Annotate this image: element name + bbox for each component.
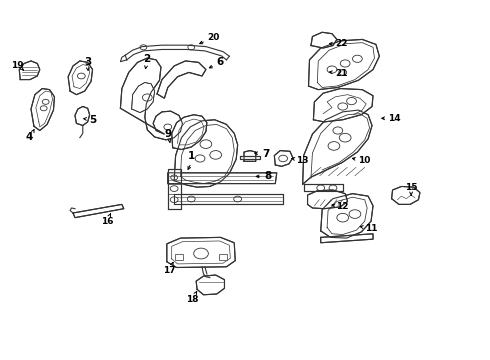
Polygon shape	[309, 40, 379, 90]
Polygon shape	[308, 190, 347, 209]
Polygon shape	[31, 89, 54, 131]
Polygon shape	[172, 115, 207, 149]
Polygon shape	[314, 89, 373, 122]
Text: 11: 11	[365, 224, 377, 233]
Polygon shape	[304, 184, 343, 192]
Bar	[175, 254, 183, 260]
Text: 12: 12	[337, 202, 349, 211]
Polygon shape	[303, 110, 372, 184]
Text: 14: 14	[388, 114, 400, 123]
Text: 3: 3	[84, 57, 91, 67]
Polygon shape	[321, 234, 373, 243]
Text: 9: 9	[164, 129, 171, 139]
Polygon shape	[73, 204, 124, 218]
Text: 22: 22	[336, 39, 348, 48]
Text: 1: 1	[188, 150, 195, 161]
Polygon shape	[174, 194, 283, 204]
Polygon shape	[196, 275, 224, 295]
Polygon shape	[274, 150, 293, 166]
Polygon shape	[168, 173, 277, 184]
Text: 19: 19	[11, 61, 24, 70]
Polygon shape	[75, 107, 90, 126]
Polygon shape	[167, 237, 235, 267]
Polygon shape	[121, 58, 182, 140]
Text: 18: 18	[186, 294, 198, 303]
Polygon shape	[244, 150, 256, 161]
Polygon shape	[132, 82, 155, 113]
Polygon shape	[174, 120, 238, 187]
Text: 6: 6	[216, 57, 223, 67]
Polygon shape	[321, 194, 373, 238]
Text: 4: 4	[25, 132, 33, 142]
Text: 13: 13	[296, 156, 309, 165]
Text: 5: 5	[89, 115, 96, 125]
Polygon shape	[68, 61, 93, 95]
Polygon shape	[157, 61, 206, 98]
Text: 15: 15	[405, 183, 417, 192]
Polygon shape	[240, 156, 260, 159]
Text: 17: 17	[163, 266, 175, 275]
Text: 2: 2	[143, 54, 150, 64]
Polygon shape	[168, 169, 180, 209]
Polygon shape	[392, 186, 420, 204]
Text: 21: 21	[336, 69, 348, 78]
Text: 20: 20	[207, 33, 220, 42]
Text: 10: 10	[359, 156, 371, 165]
Polygon shape	[19, 61, 40, 80]
Text: 8: 8	[265, 171, 272, 181]
Text: 16: 16	[101, 217, 114, 226]
Bar	[219, 254, 227, 260]
Polygon shape	[311, 32, 337, 48]
Text: 7: 7	[262, 149, 269, 159]
